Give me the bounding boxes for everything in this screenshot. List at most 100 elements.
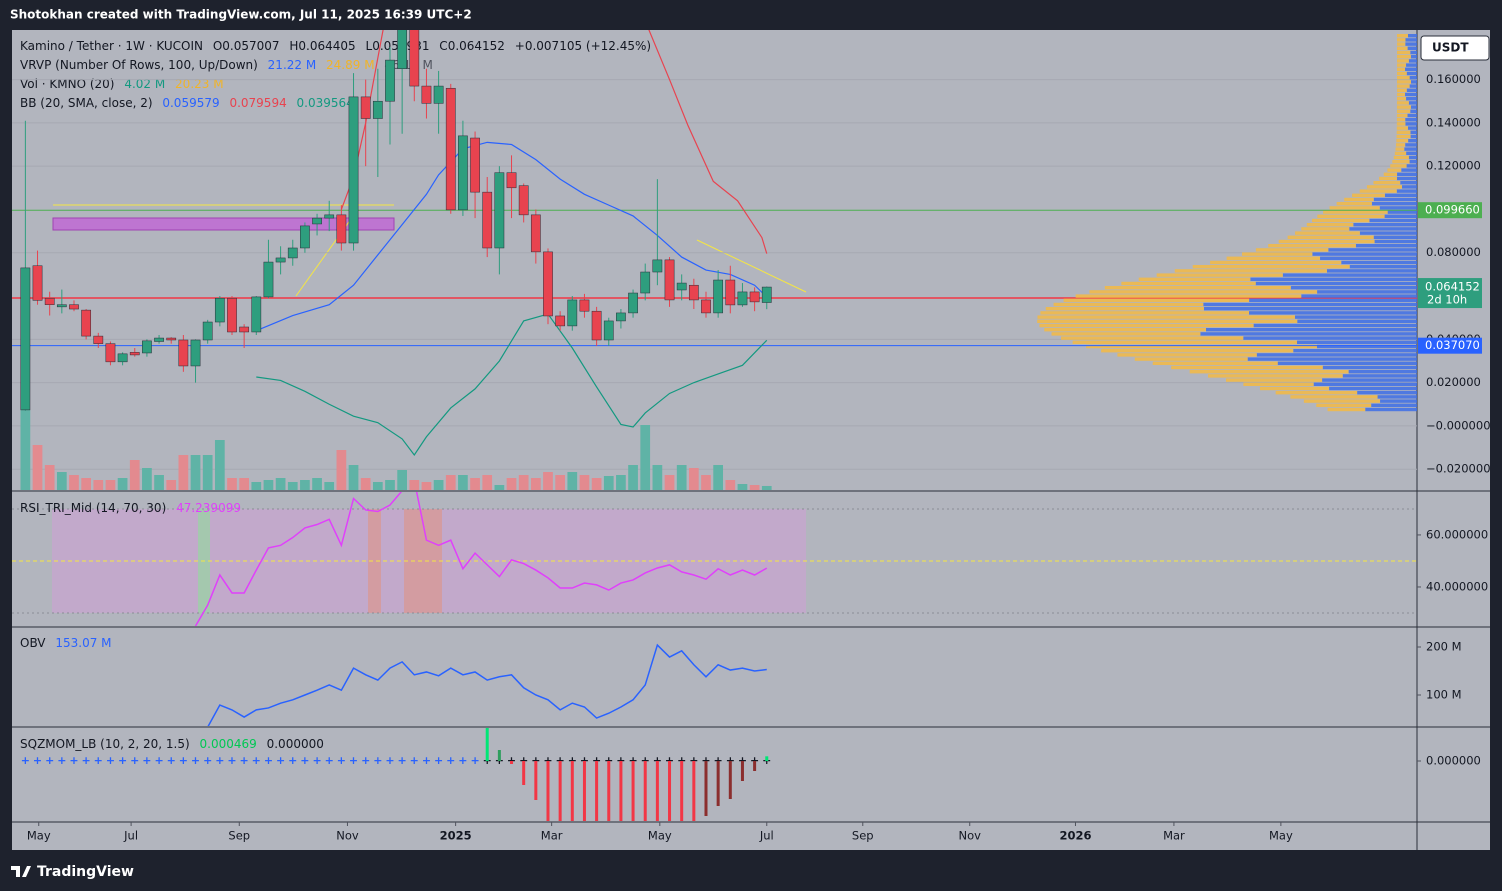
volume-bar (713, 465, 724, 490)
vrvp-down (1156, 273, 1283, 277)
vrvp-down (1117, 353, 1257, 357)
vrvp-up (1406, 97, 1417, 101)
squeeze-dot: + (628, 754, 637, 767)
candle-body (117, 353, 128, 363)
sqz-value: 0.000469 (200, 737, 257, 751)
vrvp-up (1408, 101, 1417, 105)
pane-0 (1037, 34, 1417, 412)
vrvp-down (1208, 374, 1343, 378)
vrvp-up (1410, 134, 1417, 139)
candle-body (312, 217, 322, 225)
vrvp-up (1326, 269, 1417, 273)
bb-line (256, 141, 768, 332)
volume-bar (603, 476, 614, 490)
x-tick-label: Sep (228, 829, 250, 843)
sqz-name: SQZMOM_LB (10, 2, 20, 1.5) (20, 737, 190, 751)
vrvp-up (1379, 206, 1417, 210)
volume-bar (287, 482, 298, 490)
vrvp-down (1396, 118, 1406, 122)
vrvp-down (1306, 223, 1354, 227)
candle-body (190, 339, 201, 367)
vrvp-down (1396, 67, 1406, 71)
bb-line (256, 313, 768, 456)
vrvp-down (1241, 252, 1313, 256)
vrvp-down (1396, 130, 1411, 134)
vrvp-down (1396, 80, 1411, 84)
footer (0, 850, 1502, 891)
volume-bar (275, 478, 286, 490)
vrvp-down (1037, 315, 1295, 319)
squeeze-dot: + (312, 754, 321, 767)
candle-body (567, 299, 578, 327)
vrvp-down (1287, 235, 1374, 239)
vrvp-down (1075, 294, 1302, 298)
vrvp-up (1297, 319, 1417, 323)
candle-body (421, 85, 432, 104)
symbol-legend: Kamino / Tether · 1W · KUCOIN O0.057007 … (20, 39, 651, 53)
volume-bar (676, 465, 687, 490)
candle-body (93, 335, 104, 344)
candle-body (348, 96, 359, 244)
candle-body (591, 310, 602, 341)
squeeze-dot: + (94, 754, 103, 767)
close-value: 0.064152 (448, 39, 505, 53)
vrvp-up (1249, 311, 1417, 315)
vrvp-down (1396, 84, 1410, 88)
candle-body (676, 282, 687, 291)
candle-body (178, 339, 189, 367)
vrvp-up (1410, 109, 1417, 113)
vrvp-down (1210, 260, 1342, 265)
volume-bar (688, 468, 699, 490)
candle-body (166, 337, 177, 341)
vrvp-up (1384, 214, 1417, 218)
candle-body (713, 279, 724, 314)
y-tick-label: 0.140000 (1426, 115, 1481, 129)
price-line-label: 0.037070 (1425, 338, 1480, 352)
vrvp-up (1253, 323, 1417, 328)
y-tick-label: 0.080000 (1426, 245, 1481, 259)
vrvp-up (1249, 298, 1417, 302)
volume-bar (628, 465, 638, 490)
vrvp-down (1396, 113, 1408, 118)
indicator-line (194, 492, 768, 626)
volume-name: Vol · KMNO (20) (20, 77, 115, 91)
price-line-badge (1418, 337, 1482, 354)
squeeze-dot: + (167, 754, 176, 767)
squeeze-dot: + (458, 754, 467, 767)
volume-bar (458, 475, 468, 490)
rsi-legend: RSI_TRI_Mid (14, 70, 30) 47.239099 (20, 501, 241, 515)
vrvp-up (1317, 290, 1417, 294)
volume-bar (154, 475, 164, 490)
y-tick-label: 100 M (1426, 687, 1462, 701)
momentum-bar (643, 761, 647, 821)
vrvp-down (1101, 349, 1294, 353)
currency-badge[interactable] (1420, 35, 1490, 61)
x-tick-label: Nov (336, 829, 359, 843)
volume-bar (652, 465, 663, 490)
candle-body (44, 297, 55, 305)
vrvp-down (1383, 172, 1398, 176)
vrvp-down (1396, 126, 1408, 130)
obv-value: 153.07 M (55, 636, 111, 650)
vrvp-down (1387, 168, 1402, 172)
candle-body (263, 261, 274, 298)
vrvp-down (1336, 202, 1372, 206)
candle-body (81, 309, 92, 337)
pane-1 (194, 492, 768, 626)
candle-body (725, 279, 736, 306)
volume-bar (251, 482, 262, 490)
volume-bar (591, 478, 602, 490)
vrvp-up (1406, 151, 1417, 155)
currency[interactable]: USDT (1432, 41, 1469, 55)
vrvp-down (1226, 378, 1323, 382)
candle-body (251, 296, 262, 333)
vrvp-up (1322, 365, 1417, 370)
squeeze-dot: + (641, 754, 650, 767)
vrvp-down (1396, 71, 1407, 76)
candle-body (688, 284, 699, 301)
candle-body (32, 265, 43, 301)
volume-bar (312, 478, 322, 490)
volume-bar (360, 478, 371, 490)
footer-brand: TradingView (37, 864, 134, 880)
candle-body (142, 340, 152, 354)
